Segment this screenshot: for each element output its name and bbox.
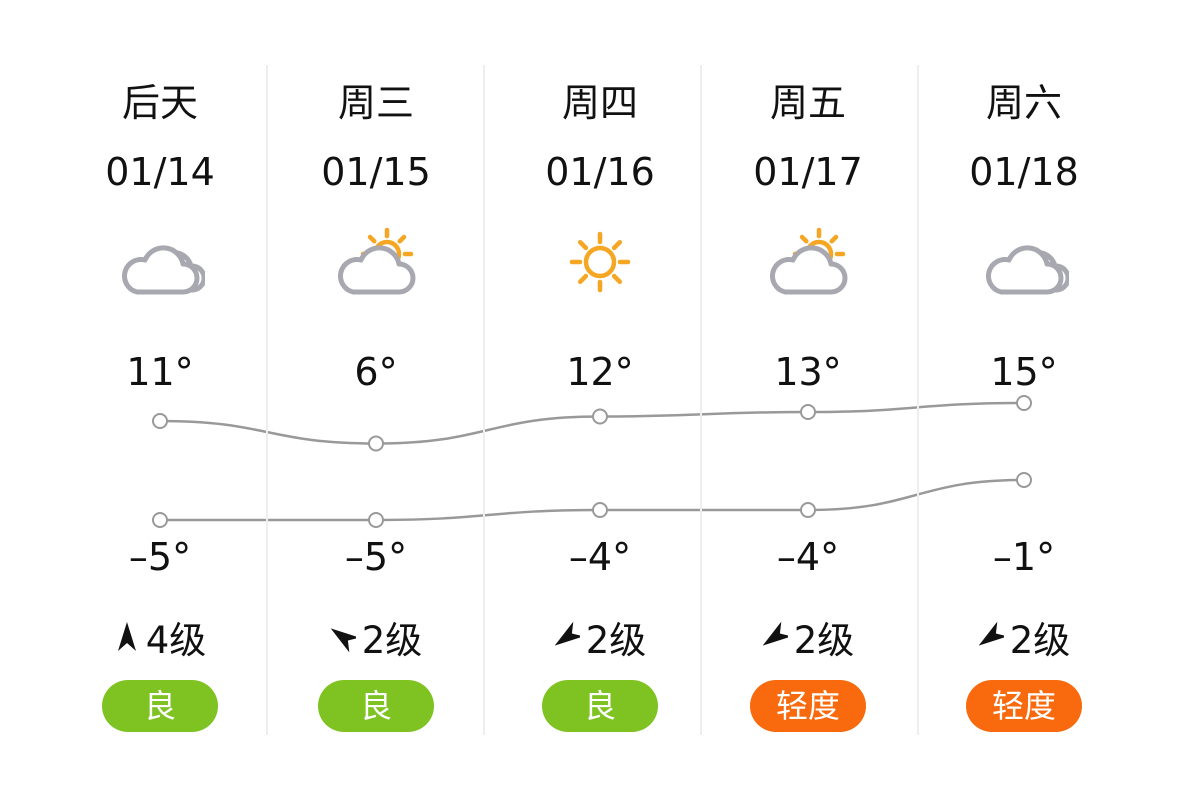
- wind-level: 2级: [585, 619, 647, 662]
- low-temp: –4°: [568, 535, 632, 579]
- high-temp: 12°: [566, 350, 634, 394]
- date-label: 01/16: [545, 150, 655, 194]
- low-temp: –1°: [992, 535, 1056, 579]
- low-temp: –5°: [344, 535, 408, 579]
- high-temp-point: [152, 413, 168, 429]
- low-temp: –5°: [128, 535, 192, 579]
- low-temp-point: [592, 502, 608, 518]
- forecast-day[interactable]: 后天 01/14 11° –5° 4级 良: [52, 0, 268, 800]
- wind-level: 4级: [145, 619, 207, 662]
- partly-cloudy-icon: [331, 222, 421, 302]
- cloudy-icon: [115, 222, 207, 302]
- date-label: 01/15: [321, 150, 431, 194]
- date-label: 01/17: [753, 150, 863, 194]
- forecast-day[interactable]: 周五 01/17 13° –4° 2级 轻度: [700, 0, 916, 800]
- wind-level: 2级: [793, 619, 855, 662]
- high-temp-point: [592, 408, 608, 425]
- aqi-badge: 良: [542, 680, 658, 732]
- wind-arrow-north-icon: [117, 622, 136, 651]
- wind-arrow-northwest-icon: [330, 628, 356, 653]
- day-label: 后天: [121, 81, 198, 125]
- low-temp-point: [1016, 472, 1032, 488]
- column-divider: [483, 65, 485, 735]
- high-temp-point: [800, 404, 816, 420]
- aqi-badge: 良: [102, 680, 218, 732]
- high-temp: 13°: [774, 350, 842, 394]
- aqi-badge: 轻度: [750, 680, 866, 732]
- column-divider: [917, 65, 919, 735]
- wind-level: 2级: [1009, 619, 1071, 662]
- sunny-icon: [555, 222, 645, 302]
- low-temp-point: [152, 512, 168, 528]
- low-temp-point: [368, 512, 384, 528]
- cloudy-icon: [979, 222, 1071, 302]
- high-temp: 11°: [126, 350, 194, 394]
- aqi-badge: 良: [318, 680, 434, 732]
- high-temp: 15°: [990, 350, 1058, 394]
- column-divider: [700, 65, 702, 735]
- column-divider: [266, 65, 268, 735]
- wind-level: 2级: [361, 619, 423, 662]
- wind-arrow-southwest-icon: [554, 621, 580, 646]
- wind-info: 2级: [268, 610, 484, 664]
- wind-arrow-southwest-icon: [762, 621, 788, 646]
- high-temp-point: [1016, 395, 1032, 411]
- forecast-day[interactable]: 周四 01/16 12° –4° 2级 良: [492, 0, 708, 800]
- low-temp-point: [800, 502, 816, 518]
- day-label: 周三: [337, 81, 414, 125]
- wind-info: 2级: [492, 610, 708, 664]
- wind-info: 2级: [916, 610, 1132, 664]
- high-temp-point: [368, 435, 384, 452]
- date-label: 01/14: [105, 150, 215, 194]
- wind-info: 2级: [700, 610, 916, 664]
- partly-cloudy-icon: [763, 222, 853, 302]
- forecast-day[interactable]: 周六 01/18 15° –1° 2级 轻度: [916, 0, 1132, 800]
- wind-info: 4级: [52, 610, 268, 664]
- aqi-badge: 轻度: [966, 680, 1082, 732]
- day-label: 周四: [561, 81, 638, 125]
- wind-arrow-southwest-icon: [978, 621, 1004, 646]
- date-label: 01/18: [969, 150, 1079, 194]
- low-temp: –4°: [776, 535, 840, 579]
- day-label: 周五: [769, 81, 846, 125]
- forecast-day[interactable]: 周三 01/15 6° –5° 2级 良: [268, 0, 484, 800]
- day-label: 周六: [985, 81, 1062, 125]
- high-temp: 6°: [354, 350, 398, 394]
